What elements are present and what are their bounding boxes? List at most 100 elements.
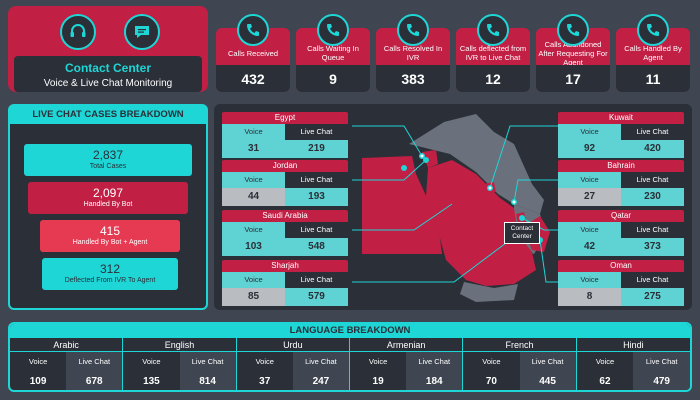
kpi-label: Calls Waiting In Queue — [307, 44, 359, 62]
voice-header: Voice — [558, 124, 621, 140]
chat-value: 230 — [621, 188, 684, 206]
headset-icon — [60, 14, 96, 50]
language-name: Hindi — [576, 338, 690, 352]
header-card: Contact Center Voice & Live Chat Monitor… — [8, 6, 208, 92]
language-name: Urdu — [236, 338, 349, 352]
country-card-oman: Oman Voice Live Chat 8 275 — [558, 260, 684, 306]
page-subtitle: Voice & Live Chat Monitoring — [43, 78, 173, 89]
chat-value: 814 — [179, 372, 236, 390]
kpi-card-3: Calls deflected from IVR to Live Chat 12 — [456, 14, 530, 92]
voice-header: Voice — [558, 172, 621, 188]
live-chat-title: LIVE CHAT CASES BREAKDOWN — [10, 106, 206, 124]
country-name: Sharjah — [222, 260, 348, 272]
country-name: Oman — [558, 260, 684, 272]
chat-value: 678 — [66, 372, 123, 390]
map-yemen — [460, 282, 518, 302]
map-land-north — [409, 114, 544, 214]
country-card-sharjah: Sharjah Voice Live Chat 85 579 — [222, 260, 348, 306]
country-card-qatar: Qatar Voice Live Chat 42 373 — [558, 210, 684, 256]
language-column-french: French Voice Live Chat 70 445 — [463, 338, 577, 390]
voice-header: Voice — [222, 272, 285, 288]
deflected-label: Deflected From IVR To Agent — [64, 277, 156, 284]
chat-header: Live Chat — [621, 222, 684, 238]
chat-header: Live Chat — [285, 272, 348, 288]
contact-center-marker: Contact Center — [504, 222, 540, 244]
chat-header: Live Chat — [292, 352, 349, 372]
page-title: Contact Center — [64, 61, 151, 75]
header-title-box: Contact Center Voice & Live Chat Monitor… — [14, 56, 202, 92]
bot-agent-value: 415 — [99, 224, 121, 238]
handled-by-bot-card: 2,097 Handled By Bot — [28, 182, 188, 214]
kpi-value: 9 — [296, 65, 370, 92]
voice-header: Voice — [368, 357, 388, 366]
voice-value: 62 — [599, 376, 611, 387]
chat-value: 373 — [621, 238, 684, 256]
kpi-card-1: Calls Waiting In Queue 9 — [296, 14, 370, 92]
voice-header: Voice — [558, 272, 621, 288]
voice-header: Voice — [558, 222, 621, 238]
language-title: LANGUAGE BREAKDOWN — [10, 324, 690, 338]
middle-east-map — [352, 114, 558, 302]
language-name: English — [123, 338, 236, 352]
voice-value: 109 — [29, 376, 47, 387]
country-card-egypt: Egypt Voice Live Chat 31 219 — [222, 112, 348, 158]
chat-header: Live Chat — [406, 352, 463, 372]
country-name: Bahrain — [558, 160, 684, 172]
chat-value: 247 — [292, 372, 349, 390]
voice-header: Voice — [222, 222, 285, 238]
kpi-label: Calls Handled By Agent — [624, 44, 682, 62]
kpi-label: Calls Received — [227, 48, 279, 58]
country-card-bahrain: Bahrain Voice Live Chat 27 230 — [558, 160, 684, 206]
chat-value: 184 — [406, 372, 463, 390]
voice-value: 103 — [222, 238, 285, 256]
language-name: Armenian — [350, 338, 463, 352]
kpi-value: 17 — [536, 65, 610, 92]
kpi-value: 11 — [616, 65, 690, 92]
language-column-hindi: Hindi Voice Live Chat 62 479 — [576, 338, 690, 390]
kpi-label: Calls deflected from IVR to Live Chat — [459, 44, 527, 62]
chat-value: 548 — [285, 238, 348, 256]
voice-header: Voice — [255, 357, 274, 366]
deflected-card: 312 Deflected From IVR To Agent — [42, 258, 178, 290]
total-cases-card: 2,837 Total Cases — [24, 144, 192, 176]
country-name: Saudi Arabia — [222, 210, 348, 222]
language-name: French — [463, 338, 576, 352]
phone-incoming-icon — [237, 14, 269, 46]
voice-value: 8 — [558, 288, 621, 306]
country-name: Jordan — [222, 160, 348, 172]
map-panel: Contact Center Egypt Voice Live Chat 31 219 J… — [214, 104, 692, 310]
phone-wait-icon — [317, 14, 349, 46]
country-card-saudi-arabia: Saudi Arabia Voice Live Chat 103 548 — [222, 210, 348, 256]
phone-transfer-icon — [477, 14, 509, 46]
chat-value: 445 — [519, 372, 576, 390]
kpi-card-2: Calls Resolved In IVR 383 — [376, 14, 450, 92]
kpi-label: Calls Resolved In IVR — [383, 44, 443, 62]
voice-value: 135 — [143, 376, 160, 387]
map-saudi-arabia — [426, 160, 536, 286]
chat-value: 275 — [621, 288, 684, 306]
chat-header: Live Chat — [285, 172, 348, 188]
country-card-kuwait: Kuwait Voice Live Chat 92 420 — [558, 112, 684, 158]
kpi-card-4: Calls Abandoned After Requesting For Age… — [536, 14, 610, 92]
chat-header: Live Chat — [285, 222, 348, 238]
chat-bubble-icon — [124, 14, 160, 50]
total-cases-label: Total Cases — [89, 163, 127, 170]
voice-value: 70 — [485, 376, 497, 387]
voice-value: 27 — [558, 188, 621, 206]
voice-value: 92 — [558, 140, 621, 158]
voice-header: Voice — [222, 124, 285, 140]
chat-header: Live Chat — [621, 124, 684, 140]
handled-by-bot-label: Handled By Bot — [83, 201, 133, 208]
kpi-card-body: Calls Handled By Agent 11 — [616, 28, 690, 92]
chat-header: Live Chat — [179, 352, 236, 372]
chat-value: 193 — [285, 188, 348, 206]
handled-by-bot-value: 2,097 — [92, 186, 124, 200]
map-jordan — [422, 150, 438, 168]
chat-value: 479 — [633, 372, 690, 390]
live-chat-panel: LIVE CHAT CASES BREAKDOWN 2,837 Total Ca… — [8, 104, 208, 310]
country-name: Egypt — [222, 112, 348, 124]
bot-agent-card: 415 Handled By Bot + Agent — [40, 220, 180, 252]
chat-value: 579 — [285, 288, 348, 306]
kpi-card-body: Calls Waiting In Queue 9 — [296, 28, 370, 92]
voice-header: Voice — [142, 357, 161, 366]
